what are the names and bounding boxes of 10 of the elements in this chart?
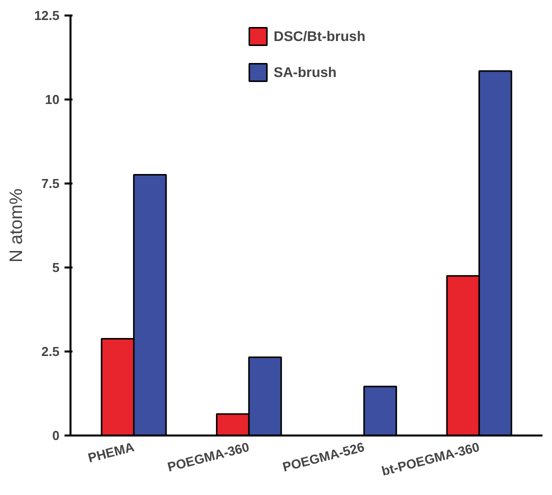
y-tick-label: 2.5 — [41, 344, 60, 359]
legend-label: DSC/Bt-brush — [274, 28, 366, 44]
y-tick-label: 0 — [52, 428, 60, 443]
legend-label: SA-brush — [274, 64, 337, 80]
x-tick-label: PHEMA — [86, 439, 136, 466]
y-tick-label: 5 — [52, 260, 60, 275]
y-tick-label: 10 — [45, 92, 60, 107]
y-tick-label: 12.5 — [34, 8, 60, 23]
y-axis-title: N atom% — [6, 188, 26, 263]
y-tick-label: 7.5 — [41, 176, 60, 191]
